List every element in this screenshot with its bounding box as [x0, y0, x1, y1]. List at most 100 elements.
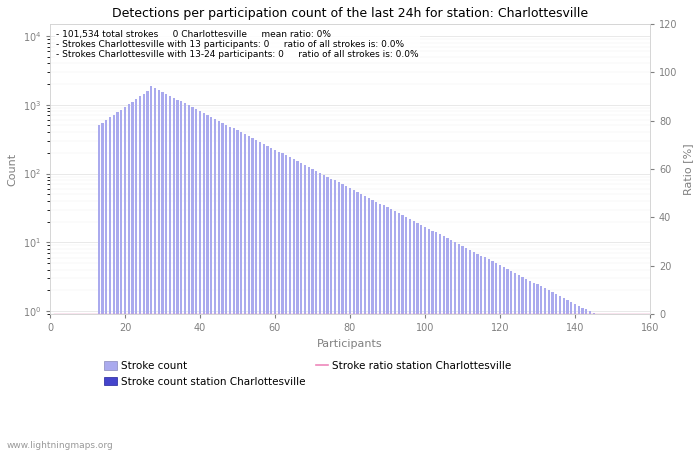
Bar — [150, 86, 153, 450]
Bar — [593, 313, 595, 450]
Text: www.lightningmaps.org: www.lightningmaps.org — [7, 441, 113, 450]
Bar — [278, 152, 280, 450]
Bar — [229, 126, 231, 450]
Bar — [176, 99, 178, 450]
Bar — [435, 233, 438, 450]
Bar — [522, 277, 524, 450]
Bar — [544, 288, 546, 450]
Bar — [267, 146, 269, 450]
Y-axis label: Count: Count — [7, 153, 17, 186]
Bar — [202, 113, 205, 450]
Bar — [619, 327, 621, 450]
Bar — [615, 325, 617, 450]
Bar — [127, 104, 130, 450]
Bar — [499, 265, 501, 450]
Bar — [386, 207, 389, 450]
Bar — [105, 120, 107, 450]
Bar — [135, 99, 137, 450]
Bar — [495, 263, 498, 450]
Bar — [225, 125, 228, 450]
Bar — [113, 115, 115, 450]
Bar — [270, 148, 272, 450]
Bar — [300, 163, 302, 450]
Bar — [293, 159, 295, 450]
Bar — [244, 134, 246, 450]
Bar — [102, 123, 104, 450]
Bar — [439, 234, 441, 450]
Bar — [510, 271, 512, 450]
Bar — [146, 91, 148, 450]
Bar — [611, 323, 614, 450]
Title: Detections per participation count of the last 24h for station: Charlottesville: Detections per participation count of th… — [112, 7, 588, 20]
Bar — [600, 317, 603, 450]
Bar — [563, 298, 565, 450]
X-axis label: Participants: Participants — [317, 339, 383, 349]
Bar — [409, 219, 411, 450]
Bar — [154, 88, 156, 450]
Bar — [158, 90, 160, 450]
Bar — [536, 284, 538, 450]
Bar — [180, 102, 183, 450]
Bar — [480, 256, 482, 450]
Bar — [484, 257, 486, 450]
Bar — [442, 236, 445, 450]
Bar — [97, 126, 100, 450]
Bar — [416, 223, 419, 450]
Bar — [240, 132, 242, 450]
Bar — [390, 209, 393, 450]
Bar — [488, 259, 490, 450]
Bar — [379, 203, 381, 450]
Bar — [319, 173, 321, 450]
Bar — [349, 188, 351, 450]
Bar — [199, 111, 201, 450]
Bar — [529, 281, 531, 450]
Bar — [120, 109, 122, 450]
Bar — [312, 169, 314, 450]
Bar — [345, 186, 347, 450]
Bar — [514, 273, 516, 450]
Bar — [315, 171, 317, 450]
Bar — [401, 215, 404, 450]
Bar — [566, 300, 568, 450]
Bar — [412, 221, 415, 450]
Bar — [289, 158, 291, 450]
Bar — [262, 144, 265, 450]
Bar — [491, 261, 494, 450]
Bar — [342, 184, 344, 450]
Bar — [169, 96, 171, 450]
Bar — [552, 292, 554, 450]
Bar — [221, 123, 223, 450]
Bar — [533, 283, 535, 450]
Bar — [585, 310, 587, 450]
Bar — [503, 267, 505, 450]
Text: - 101,534 total strokes     0 Charlottesville     mean ratio: 0%
- Strokes Charl: - 101,534 total strokes 0 Charlottesvill… — [56, 30, 419, 59]
Bar — [195, 109, 197, 450]
Bar — [454, 242, 456, 450]
Bar — [578, 306, 580, 450]
Bar — [540, 286, 542, 450]
Bar — [330, 179, 332, 450]
Bar — [232, 128, 235, 450]
Bar — [473, 252, 475, 450]
Bar — [364, 196, 366, 450]
Bar — [206, 115, 209, 450]
Bar — [285, 155, 288, 450]
Bar — [124, 107, 126, 450]
Bar — [360, 194, 363, 450]
Bar — [428, 229, 430, 450]
Bar — [165, 94, 167, 450]
Bar — [326, 176, 328, 450]
Bar — [116, 112, 118, 450]
Bar — [420, 225, 422, 450]
Bar — [589, 311, 591, 450]
Bar — [608, 321, 610, 450]
Bar — [596, 315, 598, 450]
Bar — [109, 117, 111, 450]
Bar — [173, 98, 175, 450]
Bar — [447, 238, 449, 450]
Bar — [248, 136, 250, 450]
Bar — [525, 279, 527, 450]
Bar — [323, 175, 325, 450]
Bar — [375, 202, 377, 450]
Bar — [547, 290, 550, 450]
